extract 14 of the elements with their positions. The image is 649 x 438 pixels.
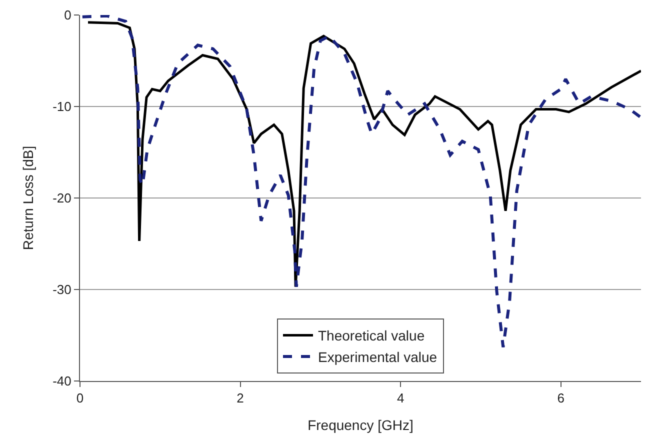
y-tick-label: -40 [52, 374, 72, 389]
y-tick-label: -10 [52, 99, 72, 114]
legend-label: Experimental value [318, 348, 438, 365]
line-series [80, 15, 641, 349]
y-tick-label: 0 [64, 8, 72, 23]
x-tick-label: 2 [236, 390, 244, 406]
y-tick-label: -30 [52, 282, 72, 298]
y-axis-title: Return Loss [dB] [20, 146, 36, 250]
y-tick-label: -20 [52, 190, 72, 206]
x-tick-label: 6 [557, 390, 564, 406]
x-tick-label: 0 [76, 390, 84, 406]
x-axis-title: Frequency [GHz] [308, 416, 414, 433]
x-tick-label: 4 [396, 390, 404, 406]
legend-label: Theoretical value [318, 328, 425, 344]
